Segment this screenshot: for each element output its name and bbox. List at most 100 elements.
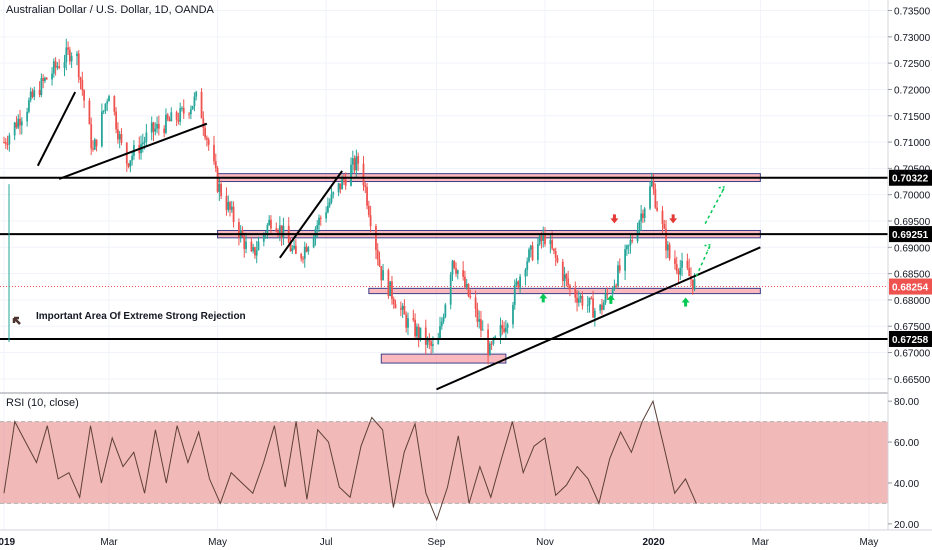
candle-body [439,326,441,339]
time-tick-label: Nov [536,537,554,548]
candle-body [232,206,235,223]
candle-body [95,139,98,147]
candle-body [337,183,340,193]
candle-body [93,139,96,150]
candle-body [150,122,153,133]
candle-body [266,224,269,234]
candle-body [392,298,395,305]
candle-body [90,124,93,149]
trendline [436,246,761,391]
candle-body [668,244,671,259]
candle-body [453,260,456,268]
candle-body [519,276,522,288]
trendline [58,122,208,180]
candle-body [13,122,16,136]
candle-body [353,158,356,171]
candle-body [63,62,66,68]
candle-body [625,245,628,250]
trendlines [36,91,761,391]
zone-rect [380,353,507,364]
price-tick-label: 0.72000 [894,85,931,96]
candles [3,38,696,365]
candle-body [108,96,110,102]
candle-body [581,296,584,306]
candle-body [606,293,609,295]
candle-body [339,183,342,190]
candle-body [604,293,607,303]
candle-body [588,297,591,305]
candle-body [526,261,529,271]
candle-body [462,270,465,277]
candle-body [255,250,258,256]
candle-body [319,217,322,219]
candle-body [675,263,678,271]
candle-body [556,257,559,262]
rsi-band-fill [0,421,888,504]
candle-body [250,241,253,252]
candle-body [465,283,468,288]
candle-body [649,186,651,209]
candle-body [567,278,570,286]
candle-body [76,53,78,57]
time-tick-label: Mar [752,537,770,548]
candle-body [426,338,429,345]
candle-body [394,304,397,309]
candle-body [191,105,194,110]
candle-body [257,241,260,251]
candle-body [51,73,53,80]
price-tick-label: 0.70500 [894,164,931,175]
candle-body [230,206,233,210]
candle-body [503,328,505,332]
candle-body [214,161,217,169]
price-tick-label: 0.73500 [894,7,931,18]
candle-body [652,181,655,190]
candle-body [131,155,134,161]
candle-body [116,129,119,140]
candle-body [26,111,29,122]
price-tick-label: 0.69500 [894,217,931,228]
annotation-text: Important Area Of Extreme Strong Rejecti… [36,311,246,322]
candle-body [553,248,555,251]
candle-body [200,91,203,119]
candle-body [576,297,578,303]
candle-body [8,135,11,145]
candle-body [629,240,632,246]
candle-body [627,245,630,247]
time-tick-label: May [859,537,878,548]
price-tick-label: 0.70000 [894,191,931,202]
time-tick-label: May [208,537,227,548]
candle-body [225,196,228,210]
candle-body [369,215,372,227]
candle-body [590,297,593,299]
candle-body [618,265,621,271]
candle-body [488,343,491,356]
candle-body [282,225,285,238]
red-down-arrow [610,214,619,224]
candle-body [166,114,169,120]
candle-body [31,91,34,97]
candle-body [407,318,409,328]
candle-body [586,304,589,306]
green-up-arrow [606,294,615,304]
candle-body [92,148,94,150]
candle-body [350,164,352,186]
candle-body [100,111,103,147]
candle-body [344,179,347,186]
candle-body [440,321,443,327]
price-tick-label: 0.68000 [894,296,931,307]
candle-body [318,217,320,226]
candle-body [469,296,472,298]
candle-body [512,304,514,325]
candle-body [68,49,71,62]
time-tick-label: Mar [100,537,118,548]
candle-body [640,213,643,222]
candle-body [202,118,205,128]
candle-body [189,109,192,115]
candle-body [20,121,23,126]
candle-body [165,114,167,133]
candle-body [674,258,676,264]
candle-body [193,96,196,106]
candle-body [351,158,354,165]
price-tick-label: 0.72500 [894,59,931,70]
candle-body [328,202,331,206]
